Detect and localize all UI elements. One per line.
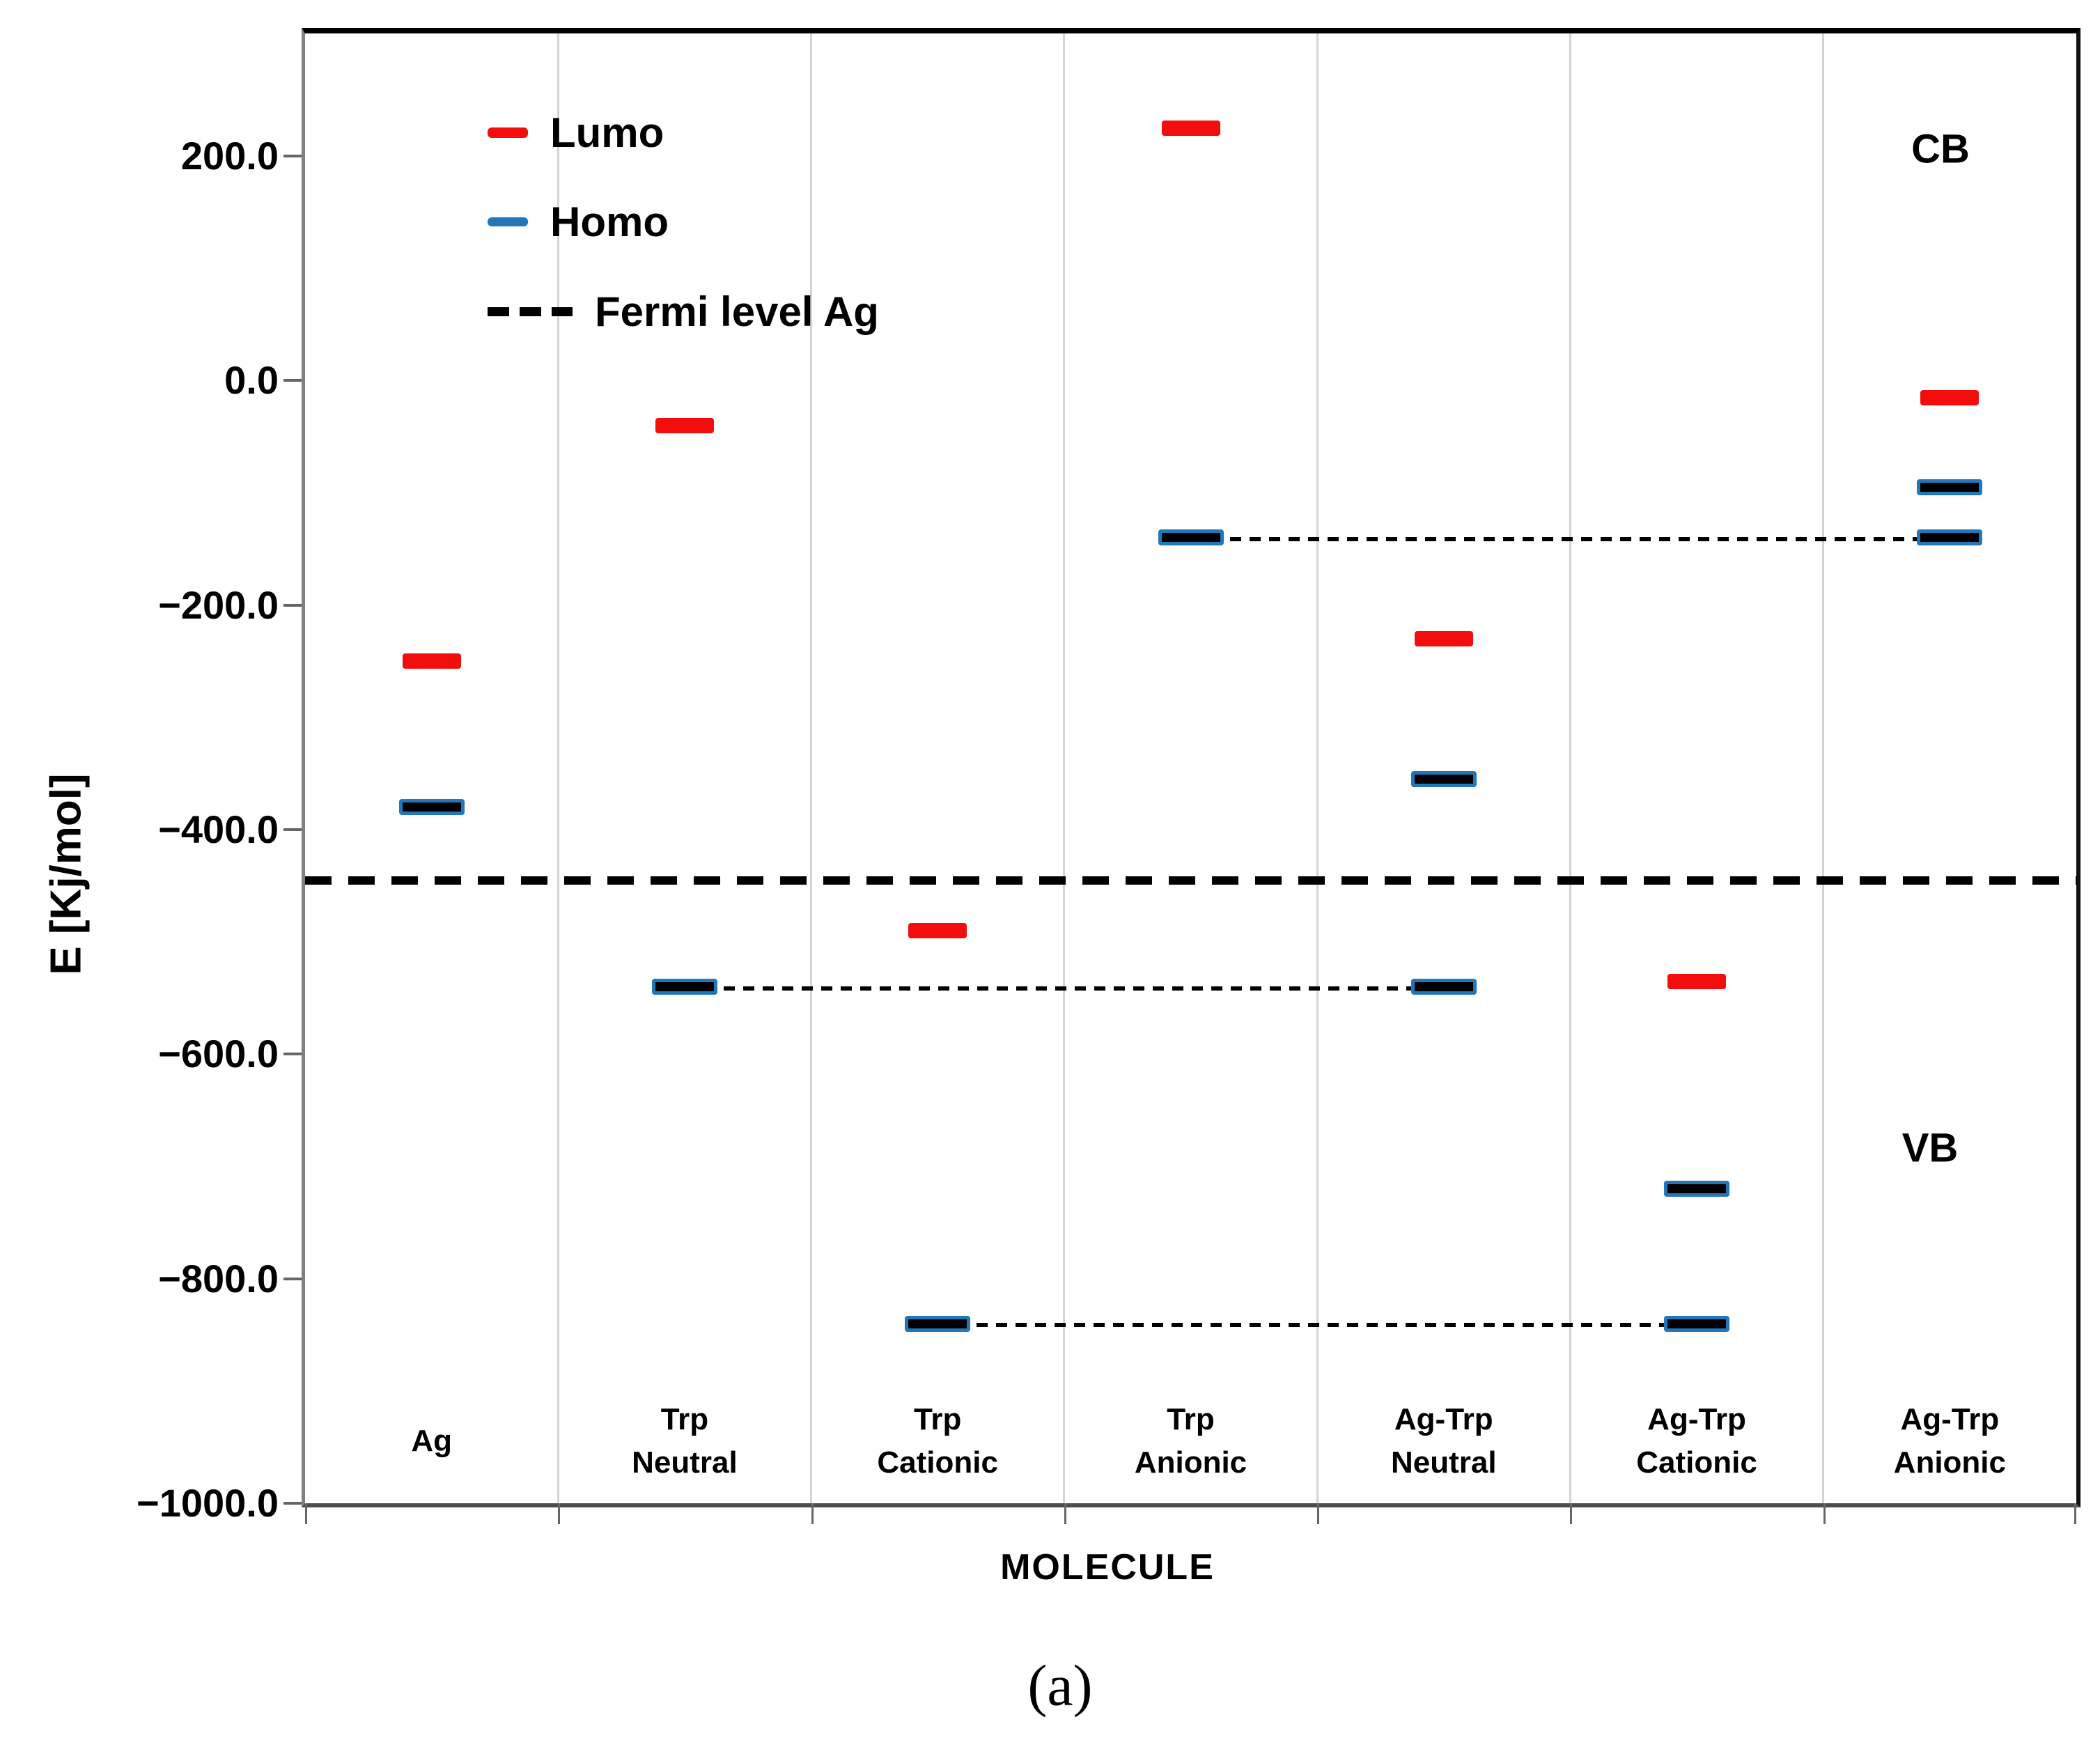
legend-item-lumo: Lumo: [488, 104, 664, 160]
lumo-marker: [1414, 631, 1473, 647]
connector-line: [938, 1323, 1697, 1328]
molecule-label: Ag-Trp Cationic: [1571, 1398, 1822, 1484]
y-tick-label: −1000.0: [137, 1481, 279, 1525]
homo-marker: [398, 799, 465, 816]
reference-level-marker: [1410, 979, 1477, 995]
plot-area: 200.0 0.0 −200.0 −400.0 −600.0 −800.0 −1000.0 A…: [137, 28, 2080, 1524]
fermi-legend-label: Fermi level Ag: [595, 288, 879, 335]
molecule-label-line: Neutral: [632, 1445, 738, 1480]
y-tick-label: −600.0: [158, 1032, 279, 1076]
connector-line: [1190, 536, 1950, 541]
y-tick-mark: [283, 1277, 302, 1280]
x-axis-tick: [558, 1503, 561, 1524]
molecule-label: Trp Cationic: [812, 1398, 1063, 1484]
y-tick-mark: [283, 603, 302, 607]
y-axis-title: E [Kj/mol]: [42, 773, 91, 975]
homo-marker: [905, 1315, 971, 1332]
fermi-level-line: [305, 876, 2076, 885]
y-tick-mark: [283, 1502, 302, 1505]
fermi-legend-swatch: [488, 307, 573, 316]
y-tick-mark: [283, 155, 302, 157]
lumo-marker: [1920, 389, 1980, 405]
lumo-marker: [655, 417, 714, 433]
lumo-marker: [1667, 973, 1727, 989]
homo-marker: [1158, 529, 1224, 546]
homo-marker: [1917, 479, 1983, 495]
molecule-label-line: Trp: [660, 1402, 709, 1436]
molecule-label: Trp Anionic: [1066, 1398, 1316, 1484]
molecule-label-line: Anionic: [1134, 1445, 1247, 1480]
molecule-label-line: Trp: [1167, 1402, 1215, 1436]
reference-level-marker: [1664, 1315, 1730, 1332]
molecule-label-line: Neutral: [1390, 1445, 1497, 1480]
y-tick-mark: [283, 1053, 302, 1056]
y-tick-mark: [283, 828, 302, 831]
y-tick-mark: [283, 379, 302, 382]
x-axis-tick: [305, 1503, 307, 1524]
x-axis-tick: [1317, 1503, 1320, 1524]
connector-line: [684, 986, 1444, 991]
x-axis-tick: [1064, 1503, 1066, 1524]
x-axis-tick: [811, 1503, 814, 1524]
molecule-label-line: Trp: [913, 1402, 962, 1436]
molecule-label-line: Ag-Trp: [1647, 1402, 1746, 1436]
lumo-marker: [908, 923, 967, 939]
homo-marker: [1664, 1181, 1730, 1197]
y-tick-label: −400.0: [158, 807, 279, 851]
gridline: [1822, 33, 1825, 1503]
homo-marker: [651, 979, 717, 995]
y-tick-label: −800.0: [158, 1256, 279, 1301]
lumo-marker: [1161, 120, 1220, 136]
legend-item-fermi: Fermi level Ag: [488, 284, 879, 339]
gridline: [557, 33, 559, 1503]
lumo-legend-label: Lumo: [550, 109, 664, 156]
molecule-label-line: Ag-Trp: [1394, 1402, 1493, 1436]
x-axis-tick: [1823, 1503, 1826, 1524]
reference-level-marker: [1917, 529, 1983, 546]
gridline: [810, 33, 813, 1503]
molecule-label-line: Anionic: [1893, 1445, 2006, 1480]
molecule-label-line: Cationic: [1636, 1445, 1757, 1480]
homo-legend-swatch: [488, 217, 528, 226]
x-axis-tick: [1570, 1503, 1573, 1524]
y-tick-label: 200.0: [180, 134, 279, 178]
figure-caption: (a): [1027, 1653, 1093, 1718]
molecule-label: Ag-Trp Neutral: [1319, 1398, 1569, 1484]
x-axis-title: MOLECULE: [1000, 1547, 1215, 1588]
molecule-label: Ag: [306, 1420, 557, 1463]
molecule-label-line: Cationic: [877, 1445, 998, 1480]
y-tick-label: 0.0: [224, 358, 279, 403]
gridline: [1063, 33, 1066, 1503]
molecule-label-line: Ag-Trp: [1900, 1402, 2000, 1436]
molecule-label: Ag-Trp Anionic: [1824, 1398, 2075, 1484]
lumo-legend-swatch: [488, 127, 528, 138]
homo-marker: [1410, 770, 1477, 787]
gridline: [1569, 33, 1571, 1503]
legend-item-homo: Homo: [488, 194, 669, 249]
valence-band-label: VB: [1901, 1125, 1959, 1171]
molecule-label: Trp Neutral: [559, 1398, 810, 1484]
lumo-marker: [402, 653, 461, 669]
molecule-label-line: Ag: [411, 1424, 452, 1458]
y-tick-label: −200.0: [158, 582, 279, 627]
x-axis-tick: [2074, 1503, 2076, 1524]
gridline: [1316, 33, 1319, 1503]
homo-legend-label: Homo: [550, 198, 669, 245]
conduction-band-label: CB: [1911, 126, 1970, 172]
